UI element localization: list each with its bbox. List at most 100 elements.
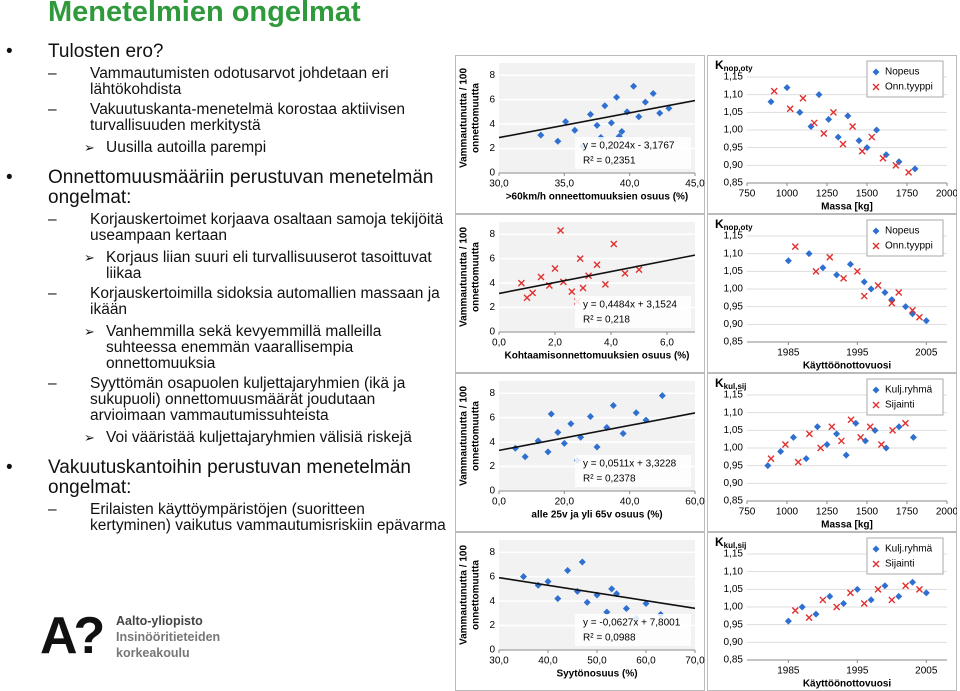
bullet-glyph: ➢ <box>84 140 95 155</box>
y-tick-label: 6 <box>489 94 495 105</box>
y-tick-label: 0 <box>489 645 495 656</box>
point <box>554 428 562 436</box>
legend-label: Nopeus <box>885 226 919 237</box>
y-tick-label: 1,05 <box>724 425 744 436</box>
point <box>554 595 562 603</box>
point <box>764 462 772 470</box>
y-tick-label: 0 <box>489 327 495 338</box>
point <box>544 448 552 456</box>
bullet-glyph: • <box>6 41 13 62</box>
y-axis-label: onnettomuutta <box>471 560 482 630</box>
y-axis-label: Vammautunutta / 100 <box>459 227 470 327</box>
bullet-item: • Tulosten ero? <box>0 42 448 62</box>
x-axis-label: Massa [kg] <box>821 202 873 213</box>
y-tick-label: 6 <box>489 412 495 423</box>
point <box>815 91 823 99</box>
point <box>905 168 913 176</box>
point <box>839 140 847 148</box>
point <box>593 443 601 451</box>
legend-label: Nopeus <box>885 67 919 78</box>
annotation-box <box>575 137 691 169</box>
point <box>846 260 854 268</box>
point <box>855 137 863 145</box>
point <box>888 596 896 604</box>
point <box>564 567 572 575</box>
bullet-item: – Korjauskertoimet korjaava osaltaan samo… <box>0 212 448 244</box>
y-tick-label: 1,00 <box>724 602 744 613</box>
chart: 0 2 4 6 8 0,0 20,0 40,0 60,0 alle 25v ja yli 65v … <box>455 373 705 532</box>
bullet-glyph: – <box>48 65 57 82</box>
bullet-item: – Korjauskertoimilla sidoksia automallien… <box>0 286 448 318</box>
x-tick-label: 4,0 <box>604 338 618 349</box>
y-tick-label: 1,10 <box>724 407 744 418</box>
point <box>817 444 825 452</box>
trendline-label: y = 0,2024x - 3,1767 <box>583 141 675 152</box>
chart-grid: 0 2 4 6 8 30,0 35,0 40,0 45,0 >60km/h onneettomuu… <box>455 55 957 691</box>
title-sub: kul,sij <box>724 541 747 550</box>
point <box>796 108 804 116</box>
legend-label: Onn.tyyppi <box>885 241 933 252</box>
point <box>777 448 785 456</box>
point <box>810 119 818 127</box>
point <box>554 137 562 145</box>
chart: 0 2 4 6 8 30,0 40,0 50,0 60,0 70,0 Syytönosuus (%)… <box>455 532 705 691</box>
chart-title: Knop,oty <box>715 217 753 232</box>
bullet-list: • Tulosten ero? – Vammautumisten odotusarvo… <box>0 42 448 534</box>
point <box>601 102 609 110</box>
y-tick-label: 2 <box>489 620 495 631</box>
point <box>560 439 568 447</box>
r2-label: R² = 0,218 <box>583 315 630 326</box>
bullet-item: ➢ Vanhemmilla sekä kevyemmillä malleilla … <box>0 324 448 372</box>
y-tick-label: 2 <box>489 143 495 154</box>
y-tick-label: 0 <box>489 486 495 497</box>
x-tick-label: 6,0 <box>660 338 674 349</box>
point <box>608 585 616 593</box>
y-tick-label: 0,95 <box>724 301 744 312</box>
x-tick-label: 1250 <box>816 189 839 200</box>
y-tick-label: 4 <box>489 437 495 448</box>
legend <box>866 378 944 416</box>
y-axis-label: Vammautunutta / 100 <box>459 68 470 168</box>
bullet-glyph: ➢ <box>84 430 95 445</box>
legend <box>866 60 944 98</box>
bullet-text: Vammautumisten odotusarvot johdetaan eri… <box>90 65 389 98</box>
y-tick-label: 1,15 <box>724 72 744 83</box>
point <box>630 82 638 90</box>
x-tick-label: 2000 <box>936 189 957 200</box>
point <box>571 126 579 134</box>
point <box>826 253 834 261</box>
point <box>579 284 587 292</box>
point <box>537 273 545 281</box>
x-tick-label: 0,0 <box>492 497 506 508</box>
trendline-label: y = -0,0627x + 7,8001 <box>583 618 681 629</box>
trendline <box>499 412 695 452</box>
point <box>642 600 650 608</box>
point <box>567 420 575 428</box>
x-tick-label: 1750 <box>896 507 919 518</box>
logo-text: Aalto-yliopisto <box>116 614 203 628</box>
bullet-text: Korjauskertoimilla sidoksia automallien … <box>90 285 440 318</box>
point <box>882 444 890 452</box>
trendline-label: y = 0,0511x + 3,3228 <box>583 459 677 470</box>
x-tick-label: 40,0 <box>620 497 640 508</box>
bullet-text: Uusilla autoilla parempi <box>106 139 267 156</box>
legend-marker <box>872 545 880 553</box>
point <box>902 303 910 311</box>
point <box>837 437 845 445</box>
legend-label: Kulj.ryhmä <box>885 544 933 555</box>
point <box>805 430 813 438</box>
point <box>889 426 897 434</box>
y-tick-label: 1,15 <box>724 231 744 242</box>
point <box>632 409 640 417</box>
y-tick-label: 2 <box>489 461 495 472</box>
point <box>784 617 792 625</box>
x-axis-label: Syytönosuus (%) <box>556 669 637 680</box>
point <box>911 165 919 173</box>
chart: 0,85 0,90 0,95 1,00 1,05 1,10 1,15 1985 1995 2005… <box>707 532 957 691</box>
point <box>767 98 775 106</box>
point <box>915 313 923 321</box>
trendline-label: y = 0,4484x + 3,1524 <box>583 300 677 311</box>
bullet-item: – Erilaisten käyttöympäristöjen (suoritte… <box>0 502 448 534</box>
y-tick-label: 1,05 <box>724 584 744 595</box>
